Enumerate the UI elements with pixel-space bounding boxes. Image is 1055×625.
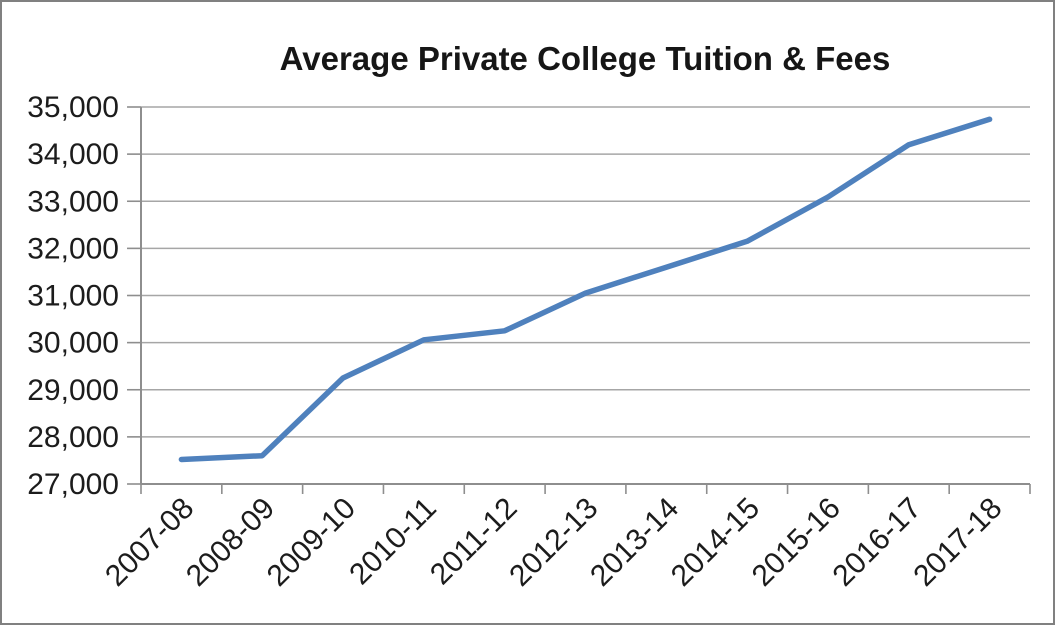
x-tick-label: 2010-11 (343, 492, 443, 592)
axes (140, 107, 1030, 485)
x-tick-label: 2016-17 (827, 492, 928, 593)
x-tick-label: 2007-08 (99, 492, 200, 593)
x-tick-label: 2012-13 (503, 492, 604, 593)
y-tick-label: 30,000 (27, 327, 119, 360)
y-tick-label: 32,000 (27, 232, 119, 265)
y-tick-label: 34,000 (27, 138, 119, 171)
y-tick-label: 31,000 (27, 280, 119, 313)
x-tick-label: 2009-10 (261, 492, 362, 593)
x-axis-labels: 2007-082008-092009-102010-112011-122012-… (99, 492, 1008, 593)
y-axis-labels: 27,000 28,000 29,000 30,000 31,000 32,000 33,0… (27, 91, 119, 501)
y-tick-label: 33,000 (27, 185, 119, 218)
chart-title: Average Private College Tuition & Fees (280, 40, 891, 77)
y-tick-label: 27,000 (27, 468, 119, 501)
y-tick-label: 29,000 (27, 374, 119, 407)
y-tick-label: 28,000 (27, 421, 119, 454)
x-tick-label: 2013-14 (584, 492, 685, 593)
x-tick-label: 2014-15 (665, 492, 766, 593)
x-tick-label: 2015-16 (746, 492, 847, 593)
x-tick-label: 2008-09 (180, 492, 281, 593)
x-tick-label: 2017-18 (907, 492, 1008, 593)
data-line (178, 116, 993, 463)
y-tick-label: 35,000 (27, 91, 119, 124)
axis-ticks (127, 106, 1031, 494)
